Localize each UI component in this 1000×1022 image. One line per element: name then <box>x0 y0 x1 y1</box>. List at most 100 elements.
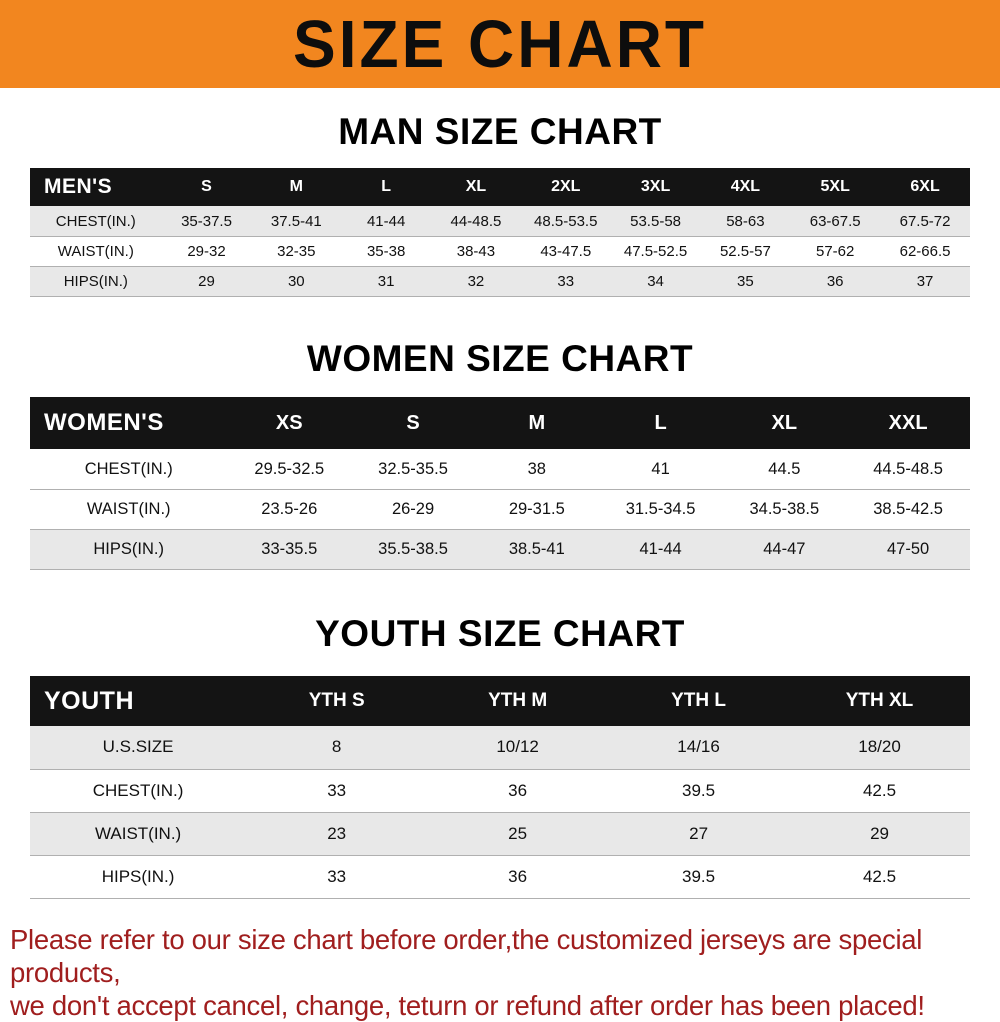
size-value-cell: 35-37.5 <box>181 212 232 230</box>
size-value-cell: 29-31.5 <box>508 499 565 518</box>
page-title: SIZE CHART <box>293 6 707 82</box>
size-value-cell: 44-47 <box>763 539 806 558</box>
table-row: HIPS(IN.) 29 30 31 32 33 34 35 36 37 <box>30 266 970 297</box>
row-label: CHEST(IN.) <box>84 459 173 478</box>
size-value-cell: 44-48.5 <box>450 212 502 230</box>
women-size-column-header: XXL <box>846 397 970 450</box>
size-value-cell: 67.5-72 <box>899 212 951 230</box>
size-value-cell: 33 <box>327 780 347 800</box>
size-value-cell: 14/16 <box>677 737 720 757</box>
size-value-cell: 52.5-57 <box>719 242 771 260</box>
table-row: WAIST(IN.) 23.5-26 26-29 29-31.5 31.5-34.5 34… <box>30 489 970 530</box>
men-size-column-header: 6XL <box>880 168 970 207</box>
size-value-cell: 34 <box>647 272 664 290</box>
size-value-cell: 42.5 <box>862 780 897 800</box>
size-value-cell: 32.5-35.5 <box>378 459 448 478</box>
size-value-cell: 36 <box>508 780 528 800</box>
women-size-column-header: L <box>598 397 723 450</box>
size-value-cell: 30 <box>287 272 305 290</box>
size-value-cell: 10/12 <box>496 737 539 757</box>
men-size-column-header: XL <box>431 168 521 207</box>
size-value-cell: 31 <box>377 272 395 290</box>
size-value-cell: 27 <box>689 823 709 843</box>
size-value-cell: 29 <box>198 272 215 290</box>
size-value-cell: 23 <box>327 823 347 843</box>
men-size-chart-section: MAN SIZE CHART MEN'S S M L XL 2XL 3XL 4XL 5XL 6XL C… <box>0 110 1000 297</box>
table-row: CHEST(IN.) 33 36 39.5 42.5 <box>30 769 970 813</box>
size-value-cell: 44.5-48.5 <box>873 459 943 478</box>
row-label: U.S.SIZE <box>102 737 174 757</box>
men-size-column-header: L <box>341 168 432 207</box>
notice-line-1: Please refer to our size chart before or… <box>10 923 923 988</box>
size-value-cell: 33 <box>327 866 347 886</box>
men-size-column-header: 3XL <box>610 168 701 207</box>
table-row: CHEST(IN.) 35-37.5 37.5-41 41-44 44-48.5 48.5… <box>30 206 970 237</box>
size-value-cell: 32 <box>467 272 485 290</box>
size-value-cell: 26-29 <box>391 499 435 518</box>
men-size-column-header: 5XL <box>790 168 881 207</box>
size-value-cell: 39.5 <box>682 780 716 800</box>
size-value-cell: 38.5-42.5 <box>873 499 943 518</box>
size-value-cell: 29.5-32.5 <box>254 459 325 478</box>
women-size-column-header: S <box>351 397 475 450</box>
size-value-cell: 39.5 <box>682 866 716 886</box>
youth-table-title: YOUTH <box>30 676 247 727</box>
size-value-cell: 35 <box>737 272 754 290</box>
size-value-cell: 38 <box>527 459 546 478</box>
notice-line-2: we don't accept cancel, change, teturn o… <box>10 989 925 1021</box>
size-value-cell: 38-43 <box>456 242 496 260</box>
men-size-column-header: S <box>161 168 252 207</box>
youth-size-column-header: YTH M <box>427 676 609 727</box>
size-value-cell: 33 <box>557 272 575 290</box>
size-value-cell: 38.5-41 <box>508 539 565 558</box>
size-value-cell: 57-62 <box>816 242 855 260</box>
size-value-cell: 35-38 <box>366 242 406 260</box>
men-table-title: MEN'S <box>30 168 162 207</box>
table-row: U.S.SIZE 8 10/12 14/16 18/20 <box>30 726 970 770</box>
size-value-cell: 8 <box>331 737 342 757</box>
men-size-column-header: M <box>251 168 342 207</box>
size-value-cell: 41 <box>651 459 670 478</box>
size-value-cell: 63-67.5 <box>809 212 861 230</box>
size-value-cell: 58-63 <box>726 212 765 230</box>
row-label: WAIST(IN.) <box>86 499 171 518</box>
row-label: HIPS(IN.) <box>63 272 128 290</box>
size-value-cell: 32-35 <box>277 242 316 260</box>
men-size-table: MEN'S S M L XL 2XL 3XL 4XL 5XL 6XL CHEST(IN.) 35-37… <box>30 168 970 297</box>
table-row: WAIST(IN.) 23 25 27 29 <box>30 812 970 856</box>
size-value-cell: 36 <box>826 272 844 290</box>
women-size-chart-section: WOMEN SIZE CHART WOMEN'S XS S M L XL XXL CHEST(I… <box>0 337 1000 570</box>
table-row: HIPS(IN.) 33-35.5 35.5-38.5 38.5-41 41-44 44-… <box>30 529 970 570</box>
youth-size-column-header: YTH XL <box>789 676 970 727</box>
size-value-cell: 29 <box>870 823 889 843</box>
size-value-cell: 53.5-58 <box>630 212 681 230</box>
size-value-cell: 18/20 <box>858 737 901 757</box>
size-value-cell: 41-44 <box>366 212 406 230</box>
size-value-cell: 36 <box>508 866 528 886</box>
men-section-heading: MAN SIZE CHART <box>338 111 662 152</box>
size-value-cell: 37.5-41 <box>270 212 322 230</box>
chart-sections: MAN SIZE CHART MEN'S S M L XL 2XL 3XL 4XL 5XL 6XL C… <box>0 110 1000 899</box>
footer-notice: Please refer to our size chart before or… <box>0 923 1000 1022</box>
size-value-cell: 44.5 <box>768 459 801 478</box>
size-value-cell: 23.5-26 <box>261 499 318 518</box>
size-value-cell: 29-32 <box>187 242 226 260</box>
row-label: HIPS(IN.) <box>93 539 164 558</box>
table-row: WAIST(IN.) 29-32 32-35 35-38 38-43 43-47.5 47.… <box>30 236 970 267</box>
youth-size-column-header: YTH S <box>246 676 428 727</box>
youth-size-column-header: YTH L <box>608 676 790 727</box>
size-value-cell: 47.5-52.5 <box>623 242 688 260</box>
size-value-cell: 25 <box>508 823 528 843</box>
youth-header-row: YOUTH YTH S YTH M YTH L YTH XL <box>30 676 970 727</box>
women-header-row: WOMEN'S XS S M L XL XXL <box>30 397 970 450</box>
banner: SIZE CHART <box>0 0 1000 88</box>
size-value-cell: 47-50 <box>887 539 930 558</box>
youth-section-heading: YOUTH SIZE CHART <box>315 612 685 654</box>
size-value-cell: 35.5-38.5 <box>378 539 448 558</box>
size-value-cell: 37 <box>916 272 934 290</box>
size-value-cell: 42.5 <box>862 866 897 886</box>
size-value-cell: 43-47.5 <box>540 242 592 260</box>
size-value-cell: 31.5-34.5 <box>625 499 696 518</box>
youth-size-table: YOUTH YTH S YTH M YTH L YTH XL U.S.SIZE 8 10/12… <box>30 676 970 899</box>
